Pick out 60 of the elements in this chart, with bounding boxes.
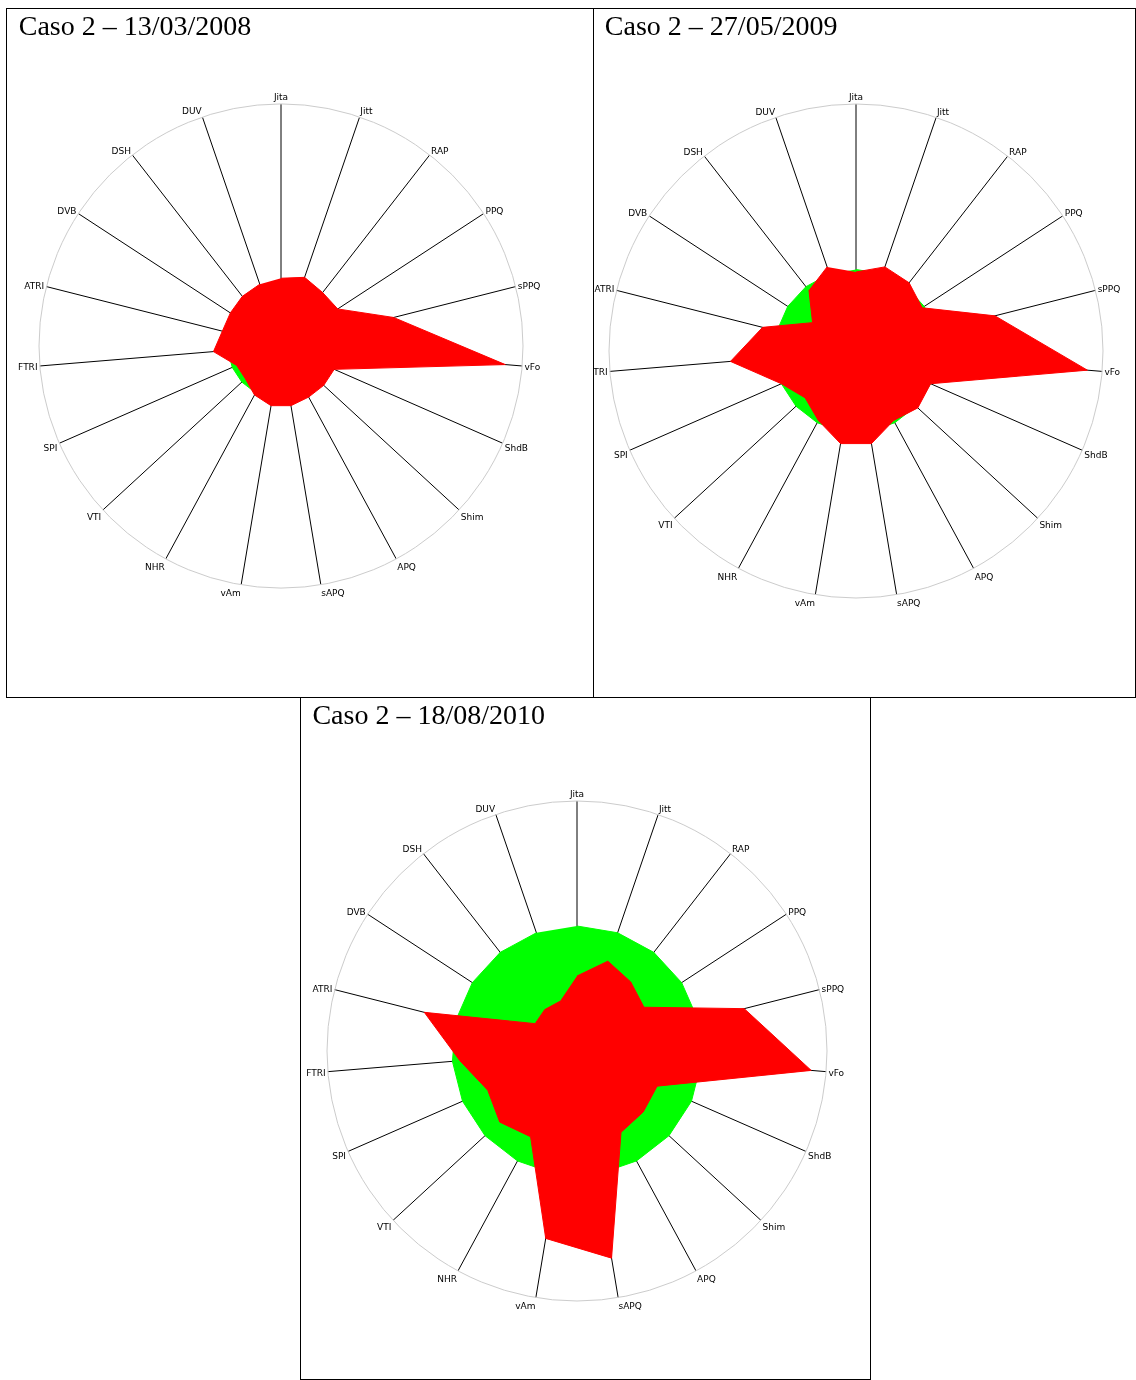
- spoke-label: DVB: [628, 208, 648, 219]
- spoke-label: ATRI: [594, 284, 615, 295]
- spoke-label: Shim: [1039, 520, 1063, 531]
- spoke-label: APQ: [697, 1274, 716, 1285]
- spoke-label: SPI: [613, 449, 628, 460]
- spoke-label: sAPQ: [618, 1301, 642, 1312]
- spoke-label: DUV: [181, 106, 203, 117]
- spoke-label: sPPQ: [821, 983, 845, 994]
- spoke-label: FTRI: [306, 1067, 326, 1078]
- spoke-label: DVB: [346, 906, 366, 917]
- spoke-label: ATRI: [312, 983, 333, 994]
- spoke-label: ShdB: [1084, 449, 1108, 460]
- spoke-label: DSH: [111, 145, 131, 156]
- spoke-label: sAPQ: [897, 598, 921, 609]
- spoke-label: NHR: [437, 1274, 457, 1285]
- spoke-label: sAPQ: [321, 588, 345, 599]
- spoke-label: vFo: [524, 362, 541, 373]
- chart-title: Caso 2 – 18/08/2010: [312, 698, 545, 730]
- spoke-label: RAP: [431, 145, 450, 156]
- spoke-label: Jitt: [935, 106, 950, 117]
- spoke-label: RAP: [731, 844, 751, 855]
- spoke-label: DVB: [57, 206, 77, 217]
- spoke-label: FTRI: [18, 362, 38, 373]
- spoke-label: vAm: [515, 1301, 536, 1312]
- spoke-label: VTI: [658, 520, 673, 531]
- spoke-label: Jitt: [657, 803, 672, 814]
- spoke-label: sPPQ: [517, 280, 541, 291]
- spoke-label: SPI: [332, 1150, 346, 1161]
- spoke-label: ShdB: [504, 442, 529, 453]
- spoke-label: VTI: [377, 1222, 392, 1233]
- spoke-label: DSH: [683, 146, 703, 157]
- spoke-label: NHR: [717, 571, 738, 582]
- spoke-label: DUV: [755, 106, 776, 117]
- spoke-label: Jitt: [359, 106, 374, 117]
- spoke-label: RAP: [1009, 146, 1028, 157]
- spoke-label: PPQ: [788, 906, 807, 917]
- spoke-label: ShdB: [808, 1150, 832, 1161]
- spoke-label: NHR: [144, 562, 165, 573]
- spoke-label: SPI: [43, 442, 58, 453]
- chart-title: Caso 2 – 13/03/2008: [18, 9, 252, 41]
- spoke-label: Jita: [272, 91, 289, 102]
- spoke-label: DUV: [475, 803, 496, 814]
- spoke-label: sPPQ: [1097, 284, 1121, 295]
- spoke-label: vFo: [828, 1067, 845, 1078]
- spoke-label: TRI: [592, 367, 608, 378]
- spoke-label: vFo: [1104, 367, 1121, 378]
- spoke-label: vAm: [794, 598, 815, 609]
- spoke-label: Jita: [847, 91, 864, 102]
- spoke-label: PPQ: [485, 206, 504, 217]
- spoke-label: DSH: [402, 844, 423, 855]
- spoke-label: APQ: [974, 571, 994, 582]
- spoke-label: Shim: [460, 511, 484, 522]
- spoke-label: ATRI: [24, 280, 45, 291]
- spoke-label: PPQ: [1064, 208, 1083, 219]
- spoke-label: APQ: [397, 562, 416, 573]
- chart-title: Caso 2 – 27/05/2009: [604, 9, 838, 41]
- spoke-label: vAm: [220, 588, 241, 599]
- spoke-label: Jita: [568, 788, 585, 799]
- spoke-label: Shim: [762, 1222, 786, 1233]
- spoke-label: VTI: [86, 511, 102, 522]
